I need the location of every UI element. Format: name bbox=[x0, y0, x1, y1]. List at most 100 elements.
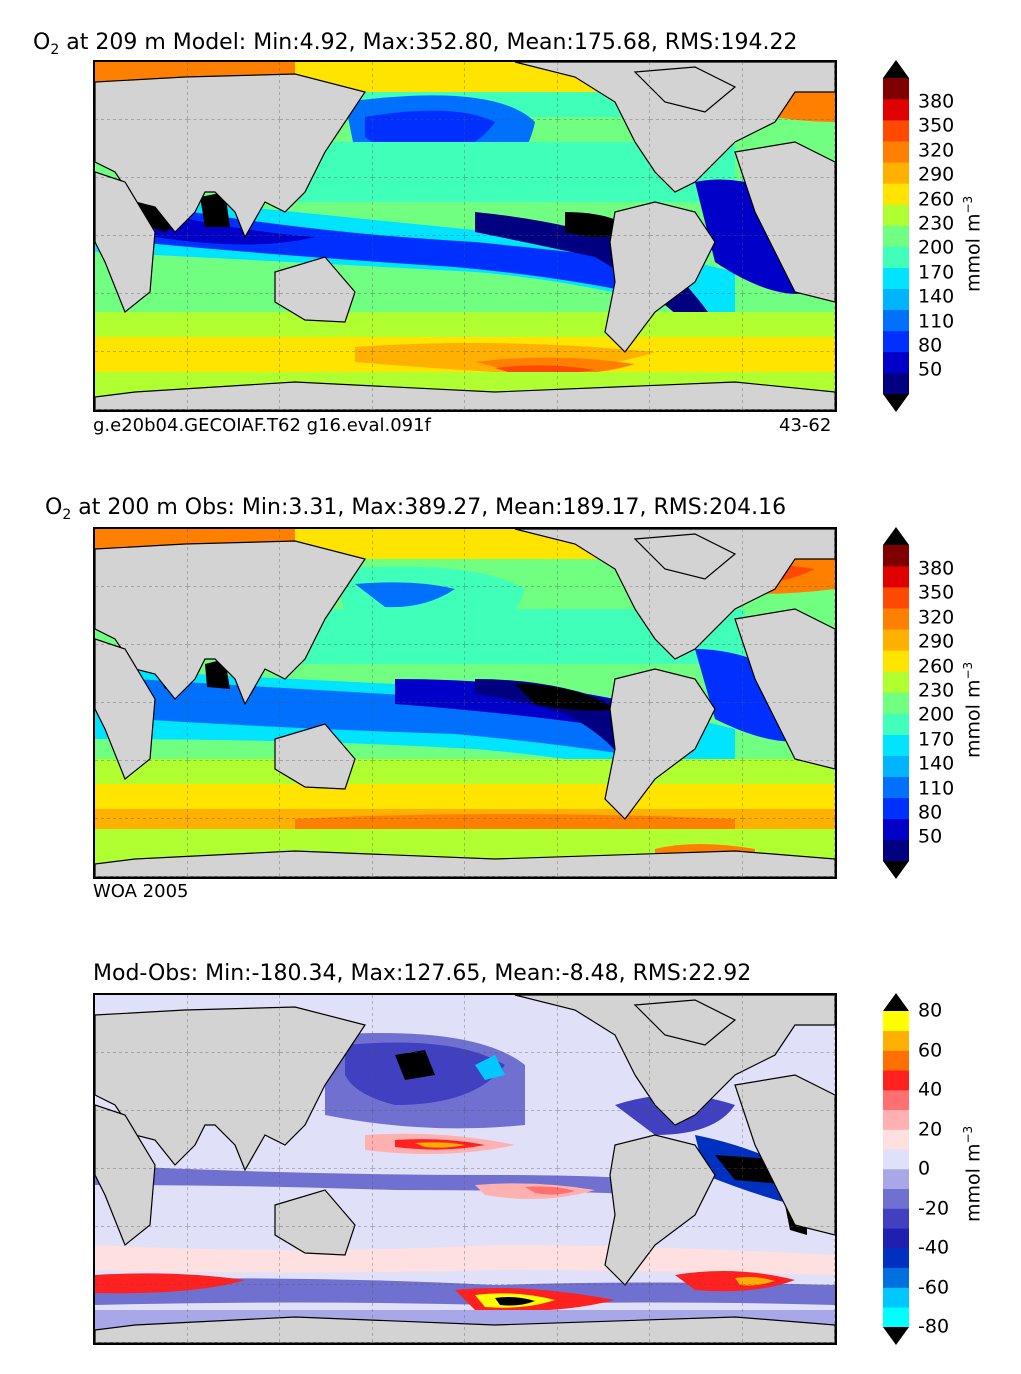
diff-colorbar-tick-label: -80 bbox=[918, 1315, 950, 1338]
diff-colorbar-tick-label: -40 bbox=[918, 1236, 950, 1259]
obs-colorbar-segment bbox=[883, 818, 909, 841]
model-colorbar-segment bbox=[883, 330, 909, 353]
diff-colorbar bbox=[883, 993, 909, 1345]
model-colorbar-tick-label: 110 bbox=[918, 310, 955, 333]
diff-colorbar-segment bbox=[883, 1267, 909, 1288]
obs-colorbar-tick-label: 260 bbox=[918, 655, 955, 678]
model-colorbar-tick-label: 200 bbox=[918, 236, 955, 259]
model-colorbar-tick-label: 140 bbox=[918, 285, 955, 308]
diff-colorbar-tick-label: 60 bbox=[918, 1039, 943, 1061]
diff-colorbar-segment bbox=[883, 1208, 909, 1229]
model-caption-run: g.e20b04.GECOIAF.T62 g16.eval.091f bbox=[93, 415, 431, 436]
obs-colorbar-segment bbox=[883, 776, 909, 799]
model-colorbar-segment bbox=[883, 267, 909, 289]
diff-colorbar-segment bbox=[883, 1149, 909, 1170]
obs-colorbar-segment bbox=[883, 797, 909, 820]
obs-map bbox=[93, 527, 837, 879]
model-colorbar-segment bbox=[883, 162, 909, 184]
model-colorbar-tick-label: 380 bbox=[918, 90, 955, 113]
obs-colorbar-tick-label: 80 bbox=[918, 801, 943, 824]
model-colorbar-segment bbox=[883, 78, 909, 100]
obs-colorbar-segment bbox=[883, 650, 909, 672]
obs-colorbar bbox=[883, 527, 909, 879]
obs-colorbar-segment bbox=[883, 629, 909, 651]
obs-colorbar-tick-label: 290 bbox=[918, 630, 955, 653]
obs-colorbar-segment bbox=[883, 713, 909, 735]
obs-colorbar-unit: mmol m−3 bbox=[961, 661, 985, 758]
model-caption-years: 43-62 bbox=[779, 415, 832, 436]
diff-colorbar-segment bbox=[883, 1030, 909, 1051]
model-colorbar-segment bbox=[883, 183, 909, 205]
obs-colorbar-segment bbox=[883, 587, 909, 609]
obs-colorbar-segment bbox=[883, 839, 909, 862]
diff-map bbox=[93, 993, 837, 1345]
diff-colorbar-segment bbox=[883, 1011, 909, 1032]
diff-colorbar-segment bbox=[883, 1228, 909, 1249]
obs-colorbar-segment bbox=[883, 692, 909, 714]
model-colorbar-segment bbox=[883, 225, 909, 247]
model-colorbar-segment bbox=[883, 309, 909, 332]
model-title: O2 at 209 m Model: Min:4.92, Max:352.80,… bbox=[33, 30, 798, 58]
diff-colorbar-segment bbox=[883, 1188, 909, 1209]
obs-colorbar-tick-label: 110 bbox=[918, 777, 955, 800]
model-colorbar-segment bbox=[883, 351, 909, 374]
obs-colorbar-segment bbox=[883, 608, 909, 630]
diff-colorbar-segment bbox=[883, 1129, 909, 1150]
model-colorbar-tick-label: 320 bbox=[918, 139, 955, 162]
model-colorbar-tick-label: 350 bbox=[918, 114, 955, 137]
obs-colorbar-bottom-arrow bbox=[883, 861, 909, 879]
obs-colorbar-segment bbox=[883, 755, 909, 778]
diff-colorbar-segment bbox=[883, 1109, 909, 1130]
model-colorbar bbox=[883, 60, 909, 412]
diff-title: Mod-Obs: Min:-180.34, Max:127.65, Mean:-… bbox=[93, 961, 752, 986]
model-colorbar-tick-label: 50 bbox=[918, 358, 943, 381]
diff-colorbar-segment bbox=[883, 1307, 909, 1328]
obs-colorbar-tick-label: 140 bbox=[918, 752, 955, 775]
obs-colorbar-tick-label: 320 bbox=[918, 606, 955, 629]
model-colorbar-segment bbox=[883, 204, 909, 226]
model-colorbar-segment bbox=[883, 246, 909, 268]
diff-colorbar-segment bbox=[883, 1090, 909, 1111]
diff-colorbar-segment bbox=[883, 1050, 909, 1071]
obs-colorbar-tick-label: 170 bbox=[918, 728, 955, 751]
diff-colorbar-bottom-arrow bbox=[883, 1327, 909, 1345]
obs-colorbar-segment bbox=[883, 545, 909, 567]
model-colorbar-tick-label: 230 bbox=[918, 212, 955, 235]
obs-colorbar-tick-label: 350 bbox=[918, 581, 955, 604]
obs-colorbar-segment bbox=[883, 566, 909, 588]
diff-colorbar-tick-label: -60 bbox=[918, 1276, 950, 1298]
model-colorbar-unit: mmol m−3 bbox=[961, 195, 985, 292]
diff-colorbar-segment bbox=[883, 1248, 909, 1269]
obs-colorbar-tick-label: 380 bbox=[918, 557, 955, 580]
obs-colorbar-segment bbox=[883, 671, 909, 693]
model-colorbar-tick-label: 290 bbox=[918, 163, 955, 186]
obs-caption-source: WOA 2005 bbox=[93, 881, 189, 902]
model-colorbar-segment bbox=[883, 288, 909, 311]
diff-colorbar-tick-label: 80 bbox=[918, 999, 943, 1022]
model-colorbar-segment bbox=[883, 372, 909, 395]
obs-colorbar-tick-label: 230 bbox=[918, 679, 955, 702]
diff-colorbar-tick-label: 0 bbox=[918, 1157, 931, 1180]
diff-colorbar-tick-label: 40 bbox=[918, 1078, 943, 1101]
diff-colorbar-segment bbox=[883, 1169, 909, 1190]
model-map bbox=[93, 60, 837, 412]
diff-colorbar-top-arrow bbox=[883, 993, 909, 1011]
diff-colorbar-tick-label: -20 bbox=[918, 1197, 950, 1219]
model-colorbar-segment bbox=[883, 99, 909, 121]
model-colorbar-top-arrow bbox=[883, 60, 909, 78]
model-colorbar-segment bbox=[883, 120, 909, 142]
model-colorbar-segment bbox=[883, 141, 909, 163]
diff-colorbar-segment bbox=[883, 1070, 909, 1091]
obs-title: O2 at 200 m Obs: Min:3.31, Max:389.27, M… bbox=[45, 495, 787, 523]
model-colorbar-tick-label: 170 bbox=[918, 261, 955, 284]
diff-colorbar-unit: mmol m−3 bbox=[961, 1125, 985, 1222]
obs-colorbar-tick-label: 200 bbox=[918, 703, 955, 726]
obs-colorbar-segment bbox=[883, 734, 909, 756]
obs-colorbar-top-arrow bbox=[883, 527, 909, 545]
model-colorbar-bottom-arrow bbox=[883, 394, 909, 412]
model-colorbar-tick-label: 80 bbox=[918, 334, 943, 357]
obs-colorbar-tick-label: 50 bbox=[918, 825, 943, 848]
diff-colorbar-segment bbox=[883, 1287, 909, 1308]
model-colorbar-tick-label: 260 bbox=[918, 188, 955, 211]
diff-colorbar-tick-label: 20 bbox=[918, 1118, 943, 1140]
